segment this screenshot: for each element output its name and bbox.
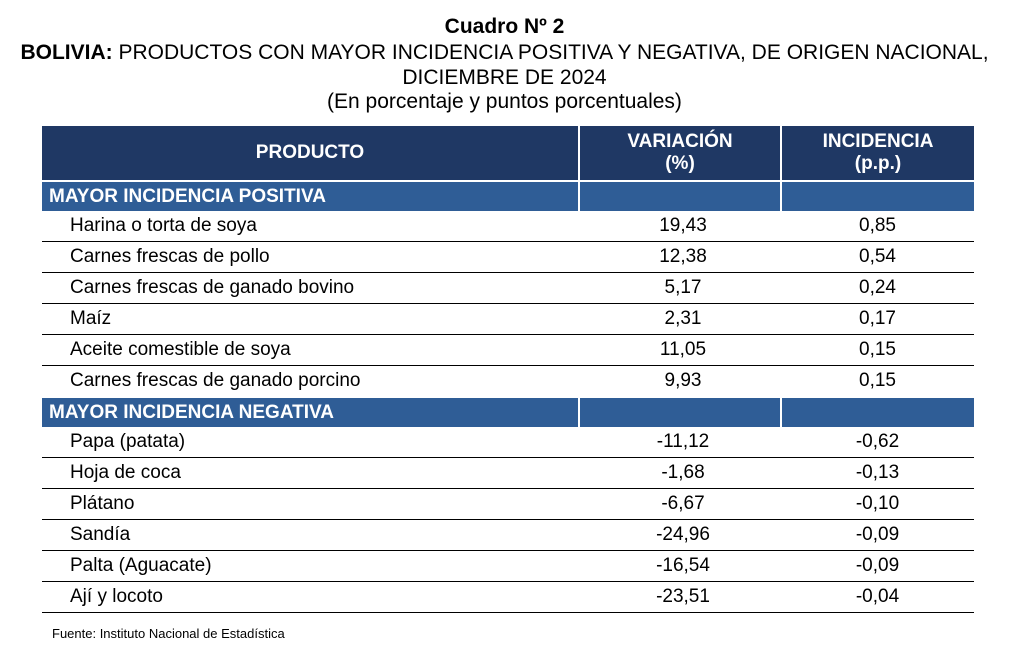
table-row: Harina o torta de soya 19,43 0,85 xyxy=(42,211,974,242)
cell-incidencia: -0,13 xyxy=(781,457,974,489)
section-empty-cell xyxy=(578,180,781,211)
column-header-incidencia: INCIDENCIA (p.p.) xyxy=(780,126,974,181)
table-row: Palta (Aguacate) -16,54 -0,09 xyxy=(42,550,974,582)
cell-variacion: 12,38 xyxy=(579,241,781,273)
cell-incidencia: 0,54 xyxy=(781,241,974,273)
cell-variacion: -16,54 xyxy=(579,550,781,582)
cell-variacion: 5,17 xyxy=(579,272,781,304)
column-header-incidencia-line2: (p.p.) xyxy=(854,153,902,174)
table-row: Carnes frescas de pollo 12,38 0,54 xyxy=(42,241,974,273)
cell-incidencia: -0,62 xyxy=(781,427,974,458)
cell-variacion: -1,68 xyxy=(579,457,781,489)
column-header-variacion: VARIACIÓN (%) xyxy=(578,126,781,181)
cell-variacion: 11,05 xyxy=(579,334,781,366)
table-heading-country: BOLIVIA: xyxy=(20,41,113,64)
table-row: Carnes frescas de ganado porcino 9,93 0,… xyxy=(42,365,974,398)
table-row: Carnes frescas de ganado bovino 5,17 0,2… xyxy=(42,272,974,304)
section-empty-cell xyxy=(578,396,781,427)
column-header-variacion-line2: (%) xyxy=(665,153,695,174)
cell-incidencia: 0,15 xyxy=(781,365,974,398)
cell-producto: Hoja de coca xyxy=(42,457,579,489)
cell-variacion: 2,31 xyxy=(579,303,781,335)
table-number: Cuadro Nº 2 xyxy=(444,15,565,38)
cell-incidencia: 0,17 xyxy=(781,303,974,335)
column-header-variacion-line1: VARIACIÓN xyxy=(627,131,733,152)
section-empty-cell xyxy=(780,180,974,211)
section-label: MAYOR INCIDENCIA NEGATIVA xyxy=(42,396,579,427)
cell-incidencia: 0,24 xyxy=(781,272,974,304)
cell-producto: Maíz xyxy=(42,303,579,335)
cell-incidencia: -0,09 xyxy=(781,550,974,582)
cell-variacion: -23,51 xyxy=(579,581,781,613)
cell-variacion: -11,12 xyxy=(579,427,781,458)
cell-variacion: -6,67 xyxy=(579,488,781,520)
products-table: PRODUCTO VARIACIÓN (%) INCIDENCIA (p.p.)… xyxy=(42,126,974,613)
table-header-row: PRODUCTO VARIACIÓN (%) INCIDENCIA (p.p.) xyxy=(42,126,974,181)
cell-producto: Ají y locoto xyxy=(42,581,579,613)
cell-producto: Palta (Aguacate) xyxy=(42,550,579,582)
section-row-positive: MAYOR INCIDENCIA POSITIVA xyxy=(42,180,974,211)
column-header-incidencia-line1: INCIDENCIA xyxy=(822,131,934,152)
cell-producto: Carnes frescas de ganado bovino xyxy=(42,272,579,304)
cell-incidencia: -0,04 xyxy=(781,581,974,613)
column-header-producto: PRODUCTO xyxy=(42,126,579,181)
table-row: Papa (patata) -11,12 -0,62 xyxy=(42,427,974,458)
cell-variacion: 19,43 xyxy=(579,211,781,242)
cell-variacion: -24,96 xyxy=(579,519,781,551)
section-row-negative: MAYOR INCIDENCIA NEGATIVA xyxy=(42,396,974,427)
cell-incidencia: 0,85 xyxy=(781,211,974,242)
section-label: MAYOR INCIDENCIA POSITIVA xyxy=(42,180,579,211)
section-empty-cell xyxy=(780,396,974,427)
cell-producto: Papa (patata) xyxy=(42,427,579,458)
table-heading-text: PRODUCTOS CON MAYOR INCIDENCIA POSITIVA … xyxy=(118,41,989,89)
table-title-block: Cuadro Nº 2 BOLIVIA: PRODUCTOS CON MAYOR… xyxy=(0,14,1009,114)
cell-producto: Sandía xyxy=(42,519,579,551)
cell-producto: Aceite comestible de soya xyxy=(42,334,579,366)
cell-incidencia: 0,15 xyxy=(781,334,974,366)
cell-producto: Harina o torta de soya xyxy=(42,211,579,242)
table-row: Ají y locoto -23,51 -0,04 xyxy=(42,581,974,613)
table-row: Maíz 2,31 0,17 xyxy=(42,303,974,335)
data-table-container: PRODUCTO VARIACIÓN (%) INCIDENCIA (p.p.)… xyxy=(42,126,974,613)
cell-producto: Carnes frescas de pollo xyxy=(42,241,579,273)
cell-variacion: 9,93 xyxy=(579,365,781,398)
cell-incidencia: -0,09 xyxy=(781,519,974,551)
table-heading: BOLIVIA: PRODUCTOS CON MAYOR INCIDENCIA … xyxy=(0,40,1009,90)
table-row: Aceite comestible de soya 11,05 0,15 xyxy=(42,334,974,366)
table-row: Plátano -6,67 -0,10 xyxy=(42,488,974,520)
source-note: Fuente: Instituto Nacional de Estadístic… xyxy=(52,626,285,641)
cell-incidencia: -0,10 xyxy=(781,488,974,520)
cell-producto: Carnes frescas de ganado porcino xyxy=(42,365,579,398)
table-subtitle: (En porcentaje y puntos porcentuales) xyxy=(327,90,682,113)
table-row: Sandía -24,96 -0,09 xyxy=(42,519,974,551)
table-row: Hoja de coca -1,68 -0,13 xyxy=(42,457,974,489)
cell-producto: Plátano xyxy=(42,488,579,520)
